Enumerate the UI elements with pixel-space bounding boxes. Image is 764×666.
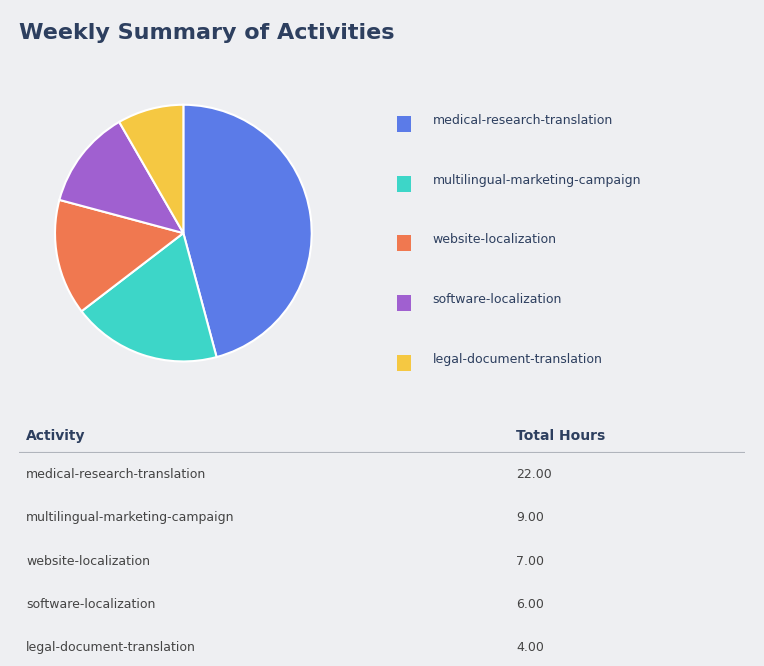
Bar — [397, 116, 411, 132]
Wedge shape — [82, 233, 216, 362]
Bar — [397, 355, 411, 371]
Wedge shape — [119, 105, 183, 233]
Text: 7.00: 7.00 — [516, 555, 544, 567]
Bar — [397, 176, 411, 192]
Text: multilingual-marketing-campaign: multilingual-marketing-campaign — [26, 511, 235, 524]
Text: software-localization: software-localization — [26, 598, 156, 611]
Text: medical-research-translation: medical-research-translation — [26, 468, 206, 481]
Text: Activity: Activity — [26, 430, 86, 444]
Text: legal-document-translation: legal-document-translation — [26, 641, 196, 654]
Wedge shape — [60, 122, 183, 233]
Wedge shape — [183, 105, 312, 357]
Wedge shape — [55, 200, 183, 311]
Bar — [397, 295, 411, 311]
Bar — [397, 235, 411, 251]
Text: 9.00: 9.00 — [516, 511, 544, 524]
Text: multilingual-marketing-campaign: multilingual-marketing-campaign — [432, 174, 641, 186]
Text: legal-document-translation: legal-document-translation — [432, 353, 602, 366]
Text: 6.00: 6.00 — [516, 598, 544, 611]
Text: Total Hours: Total Hours — [516, 430, 606, 444]
Text: Weekly Summary of Activities: Weekly Summary of Activities — [19, 23, 394, 43]
Text: website-localization: website-localization — [26, 555, 151, 567]
Text: 22.00: 22.00 — [516, 468, 552, 481]
Text: website-localization: website-localization — [432, 233, 556, 246]
Text: 4.00: 4.00 — [516, 641, 544, 654]
Text: software-localization: software-localization — [432, 293, 562, 306]
Text: medical-research-translation: medical-research-translation — [432, 114, 613, 127]
